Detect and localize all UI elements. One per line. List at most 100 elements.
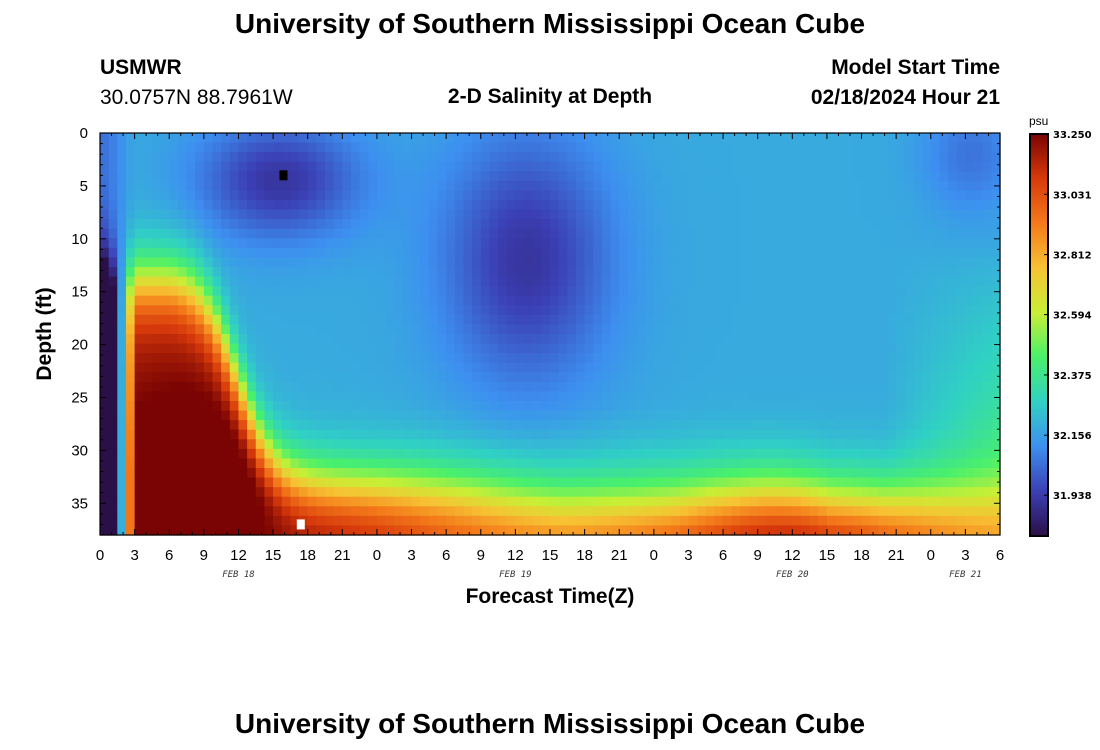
heatmap-cell: [506, 324, 516, 335]
heatmap-cell: [645, 267, 655, 278]
heatmap-cell: [844, 487, 854, 498]
heatmap-cell: [221, 324, 231, 335]
heatmap-cell: [991, 420, 1001, 431]
heatmap-cell: [108, 161, 118, 172]
heatmap-cell: [723, 410, 733, 421]
heatmap-cell: [766, 362, 776, 373]
heatmap-cell: [299, 142, 309, 153]
heatmap-cell: [714, 506, 724, 517]
heatmap-cell: [930, 238, 941, 249]
heatmap-cell: [350, 247, 361, 259]
heatmap-cell: [671, 238, 681, 249]
x-tick-label: 12: [230, 547, 247, 564]
heatmap-cell: [169, 142, 179, 153]
heatmap-cell: [627, 353, 638, 364]
heatmap-cell: [800, 276, 811, 287]
heatmap-cell: [575, 247, 586, 259]
heatmap-cell: [601, 525, 612, 536]
heatmap-cell: [956, 372, 966, 383]
heatmap-cell: [705, 228, 716, 239]
heatmap-cell: [948, 334, 958, 345]
heatmap-cell: [177, 238, 188, 249]
heatmap-cell: [991, 142, 1001, 153]
heatmap-cell: [186, 353, 196, 364]
heatmap-cell: [489, 334, 499, 345]
heatmap-cell: [255, 448, 266, 460]
heatmap-cell: [956, 286, 966, 297]
heatmap-cell: [948, 247, 958, 259]
heatmap-cell: [809, 305, 819, 316]
heatmap-cell: [766, 506, 776, 517]
heatmap-cell: [177, 506, 188, 517]
heatmap-cell: [766, 295, 776, 306]
heatmap-cell: [108, 496, 118, 507]
heatmap-cell: [506, 362, 516, 373]
heatmap-cell: [125, 190, 136, 201]
heatmap-cell: [428, 381, 439, 393]
heatmap-cell: [446, 439, 456, 450]
heatmap-cell: [974, 496, 984, 507]
heatmap-cell: [896, 487, 906, 498]
salinity-chart: 0 3 6 9 12 15 18 21 0 3 6 9 12 15 18 21 0 3 6 9 12 15 18 21 0 3 6 F…: [71, 125, 1091, 580]
heatmap-cell: [524, 324, 534, 335]
heatmap-cell: [428, 362, 439, 373]
x-tick-label: 21: [888, 547, 905, 564]
heatmap-cell: [411, 152, 421, 163]
heatmap-cell: [108, 458, 118, 469]
heatmap-cell: [359, 334, 369, 345]
heatmap-cell: [584, 420, 594, 431]
heatmap-cell: [852, 487, 863, 498]
heatmap-cell: [160, 391, 170, 402]
heatmap-cell: [610, 276, 620, 287]
heatmap-cell: [247, 152, 257, 163]
heatmap-cell: [238, 267, 248, 278]
heatmap-cell: [723, 525, 733, 536]
heatmap-cell: [982, 439, 992, 450]
heatmap-cell: [195, 401, 205, 412]
heatmap-cell: [584, 429, 594, 440]
heatmap-cell: [766, 372, 776, 383]
heatmap-cell: [160, 353, 170, 364]
heatmap-cell: [160, 133, 170, 144]
heatmap-cell: [264, 133, 274, 144]
heatmap-cell: [394, 477, 404, 488]
heatmap-cell: [299, 314, 309, 326]
heatmap-cell: [524, 362, 534, 373]
heatmap-cell: [394, 219, 404, 230]
heatmap-cell: [558, 171, 568, 182]
heatmap-cell: [575, 353, 586, 364]
x-date-label: FEB 19: [499, 570, 532, 580]
heatmap-cell: [714, 200, 724, 211]
heatmap-cell: [186, 468, 196, 479]
heatmap-cell: [896, 401, 906, 412]
heatmap-cell: [844, 180, 854, 192]
heatmap-cell: [826, 305, 837, 316]
heatmap-cell: [290, 276, 300, 287]
heatmap-cell: [307, 343, 317, 354]
heatmap-cell: [160, 477, 170, 488]
heatmap-cell: [991, 334, 1001, 345]
heatmap-cell: [143, 420, 153, 431]
heatmap-cell: [160, 152, 170, 163]
heatmap-cell: [792, 334, 802, 345]
heatmap-cell: [705, 487, 716, 498]
heatmap-cell: [567, 133, 577, 144]
heatmap-cell: [472, 391, 482, 402]
heatmap-cell: [541, 200, 551, 211]
heatmap-cell: [203, 200, 214, 211]
heatmap-cell: [775, 219, 785, 230]
heatmap-cell: [333, 525, 343, 536]
heatmap-cell: [636, 190, 646, 201]
heatmap-cell: [826, 420, 837, 431]
heatmap-cell: [169, 429, 179, 440]
heatmap-cell: [671, 209, 681, 220]
heatmap-cell: [117, 448, 127, 460]
heatmap-cell: [524, 200, 534, 211]
heatmap-cell: [515, 133, 525, 144]
heatmap-cell: [818, 506, 828, 517]
heatmap-cell: [489, 362, 499, 373]
heatmap-cell: [186, 209, 196, 220]
heatmap-cell: [333, 439, 343, 450]
heatmap-cell: [705, 190, 716, 201]
heatmap-cell: [930, 381, 941, 393]
